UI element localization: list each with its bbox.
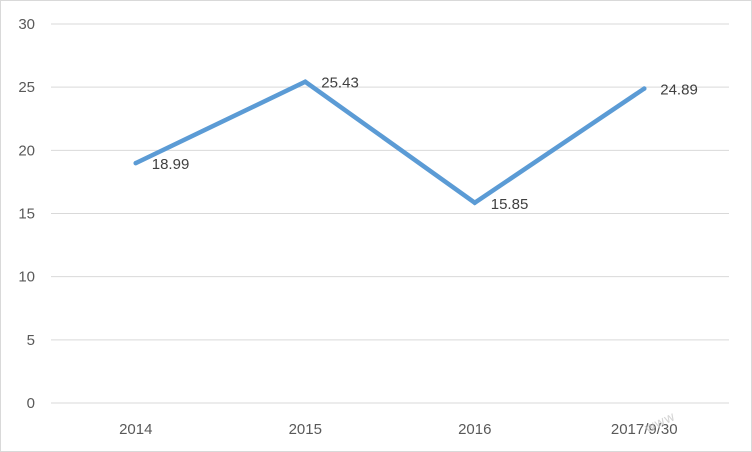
data-point — [472, 200, 477, 205]
data-point — [133, 160, 138, 166]
data-point — [642, 86, 647, 91]
series-layer — [133, 79, 647, 206]
y-tick-label: 20 — [18, 142, 35, 159]
data-label: 18.99 — [152, 156, 190, 173]
data-label: 15.85 — [491, 196, 529, 213]
y-tick-label: 0 — [27, 395, 35, 412]
y-tick-label: 25 — [18, 79, 35, 96]
gridlines — [51, 23, 729, 404]
y-tick-label: 15 — [18, 206, 35, 223]
x-tick-label: 2016 — [458, 421, 491, 438]
y-axis-ticks: 0 5 10 15 20 25 30 — [18, 16, 35, 412]
x-tick-label: 2014 — [119, 421, 152, 438]
data-label: 25.43 — [321, 75, 359, 92]
series-line — [133, 79, 647, 206]
data-labels: 18.99 25.43 15.85 24.89 — [152, 75, 698, 213]
x-tick-label: 2015 — [289, 421, 322, 438]
data-point — [303, 79, 308, 84]
x-tick-label: 2017/9/30 — [611, 421, 678, 438]
y-tick-label: 10 — [18, 269, 35, 286]
data-label: 24.89 — [660, 82, 698, 99]
y-tick-label: 30 — [18, 16, 35, 33]
y-tick-label: 5 — [27, 332, 35, 349]
x-axis-ticks: 2014 2015 2016 2017/9/30 — [119, 421, 678, 438]
